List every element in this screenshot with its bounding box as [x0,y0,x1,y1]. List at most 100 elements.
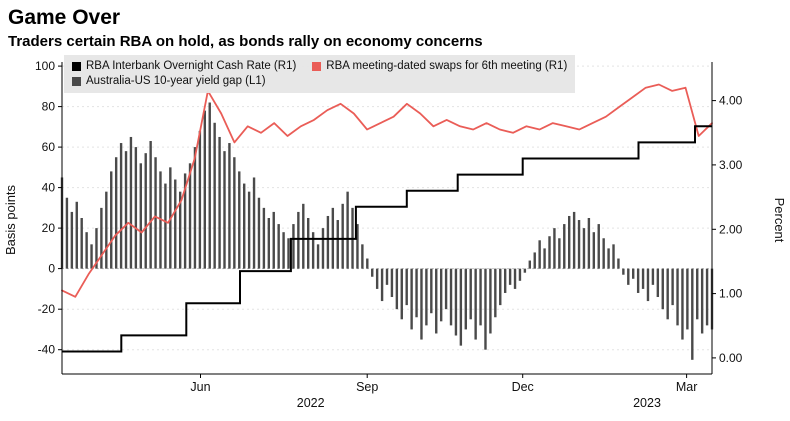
yield-gap-bar [508,268,512,285]
swaps-line [61,83,713,298]
left-tick-label: -40 [38,343,56,357]
yield-gap-bar [124,151,128,269]
yield-gap-bar [223,151,226,269]
yield-gap-bar [390,268,394,298]
yield-gap-bar [375,268,379,289]
yield-gap-bar [380,268,384,302]
yield-gap-bar [666,268,669,320]
yield-gap-bar [247,191,251,269]
yield-gap-bar [228,143,231,269]
yield-gap-bar [174,179,177,269]
legend-swatch-yield-gap-icon [72,77,81,86]
yield-gap-bars [60,102,714,360]
yield-gap-bar [632,268,635,279]
left-tick-label: 0 [48,262,55,276]
left-axis-title: Basis points [3,184,18,256]
legend-item-yield-gap: Australia-US 10-year yield gap (L1) [72,74,266,89]
yield-gap-bar [523,268,527,273]
yield-gap-bar [292,224,295,269]
legend: RBA Interbank Overnight Cash Rate (R1) R… [64,55,576,93]
yield-gap-bar [267,218,271,269]
yield-gap-bar [114,157,118,269]
x-month-label: Jun [190,380,210,394]
x-year-label: 2022 [297,396,325,410]
yield-gap-bar [533,252,536,269]
yield-gap-bar [287,238,290,269]
yield-gap-bar [700,268,704,334]
yield-gap-bar [188,163,192,269]
yield-gap-bar [257,197,261,269]
yield-gap-bar [612,244,615,269]
yield-gap-bar [425,268,428,326]
yield-gap-bar [395,268,399,310]
yield-gap-bar [65,197,69,269]
left-tick-label: -20 [38,302,56,316]
yield-gap-bar [149,141,152,269]
yield-gap-bar [651,268,655,285]
yield-gap-bar [238,171,241,269]
yield-gap-bar [636,268,640,293]
yield-gap-bar [405,268,408,306]
legend-item-cash-rate: RBA Interbank Overnight Cash Rate (R1) [72,59,296,74]
page-subtitle: Traders certain RBA on hold, as bonds ra… [8,33,483,50]
x-month-label: Mar [676,380,698,394]
right-tick-label: 1.00 [719,287,743,301]
right-axis-title: Percent [772,197,787,243]
x-year-label: 2023 [633,396,661,410]
yield-gap-bar [164,183,167,269]
yield-gap-bar [439,268,443,322]
yield-gap-bar [326,215,330,269]
yield-gap-bar [499,268,502,306]
yield-gap-bar [676,268,679,326]
yield-gap-bar [656,268,660,298]
yield-gap-bar [193,147,197,269]
yield-gap-bar [361,244,364,269]
yield-gap-bar [568,215,571,269]
yield-gap-bar [597,224,600,269]
yield-gap-bar [95,228,98,269]
x-month-label: Dec [512,380,534,394]
yield-gap-bar [311,232,315,269]
yield-gap-bar [371,268,374,277]
yield-gap-bar [233,157,236,269]
yield-gap-bar [203,110,206,269]
yield-gap-bar [85,232,88,269]
yield-gap-bar [272,211,275,269]
yield-gap-bar [444,268,448,310]
right-tick-label: 4.00 [719,94,743,108]
yield-gap-bar [430,268,433,314]
yield-gap-bar [410,268,413,330]
yield-gap-bar [622,268,625,275]
left-tick-label: 40 [42,181,56,195]
yield-gap-bar [119,143,123,269]
left-tick-label: 20 [42,221,56,235]
left-tick-label: 80 [42,100,56,114]
yield-gap-bar [548,236,551,269]
legend-row-1: RBA Interbank Overnight Cash Rate (R1) R… [72,59,567,74]
yield-gap-bar [577,220,581,269]
left-tick-label: 100 [35,59,55,73]
yield-gap-bar [134,147,138,269]
cash-rate-line [62,125,712,353]
yield-gap-bar [494,268,497,318]
yield-gap-bar [341,203,344,269]
yield-gap-bar [90,244,93,269]
yield-gap-bar [543,248,546,269]
yield-gap-bar [400,268,403,320]
yield-gap-bar [563,224,566,269]
yield-gap-bar [282,232,285,269]
yield-gap-bar [198,130,202,269]
legend-item-swaps: RBA meeting-dated swaps for 6th meeting … [312,59,567,74]
yield-gap-bar [75,201,78,269]
legend-swatch-swaps-icon [312,62,322,71]
yield-gap-bar [587,218,591,269]
yield-gap-bar [218,136,221,269]
yield-gap-bar [661,268,664,310]
yield-gap-bar [646,268,650,302]
yield-gap-bar [479,268,482,326]
yield-gap-bar [252,177,256,269]
yield-gap-bar [346,191,349,269]
yield-gap-bar [297,211,300,269]
yield-gap-bar [641,268,645,289]
yield-gap-bar [627,268,630,285]
